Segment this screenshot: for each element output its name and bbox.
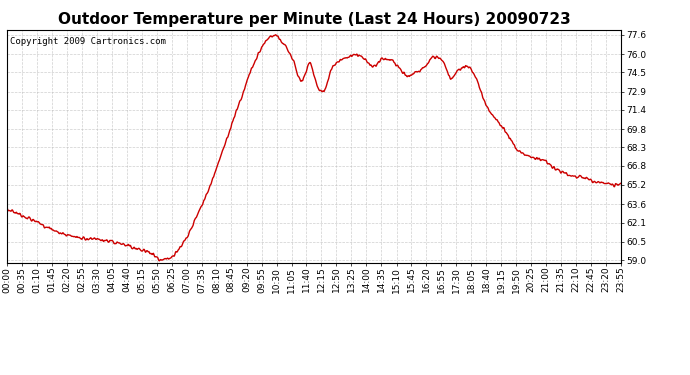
Title: Outdoor Temperature per Minute (Last 24 Hours) 20090723: Outdoor Temperature per Minute (Last 24 … — [57, 12, 571, 27]
Text: Copyright 2009 Cartronics.com: Copyright 2009 Cartronics.com — [10, 37, 166, 46]
